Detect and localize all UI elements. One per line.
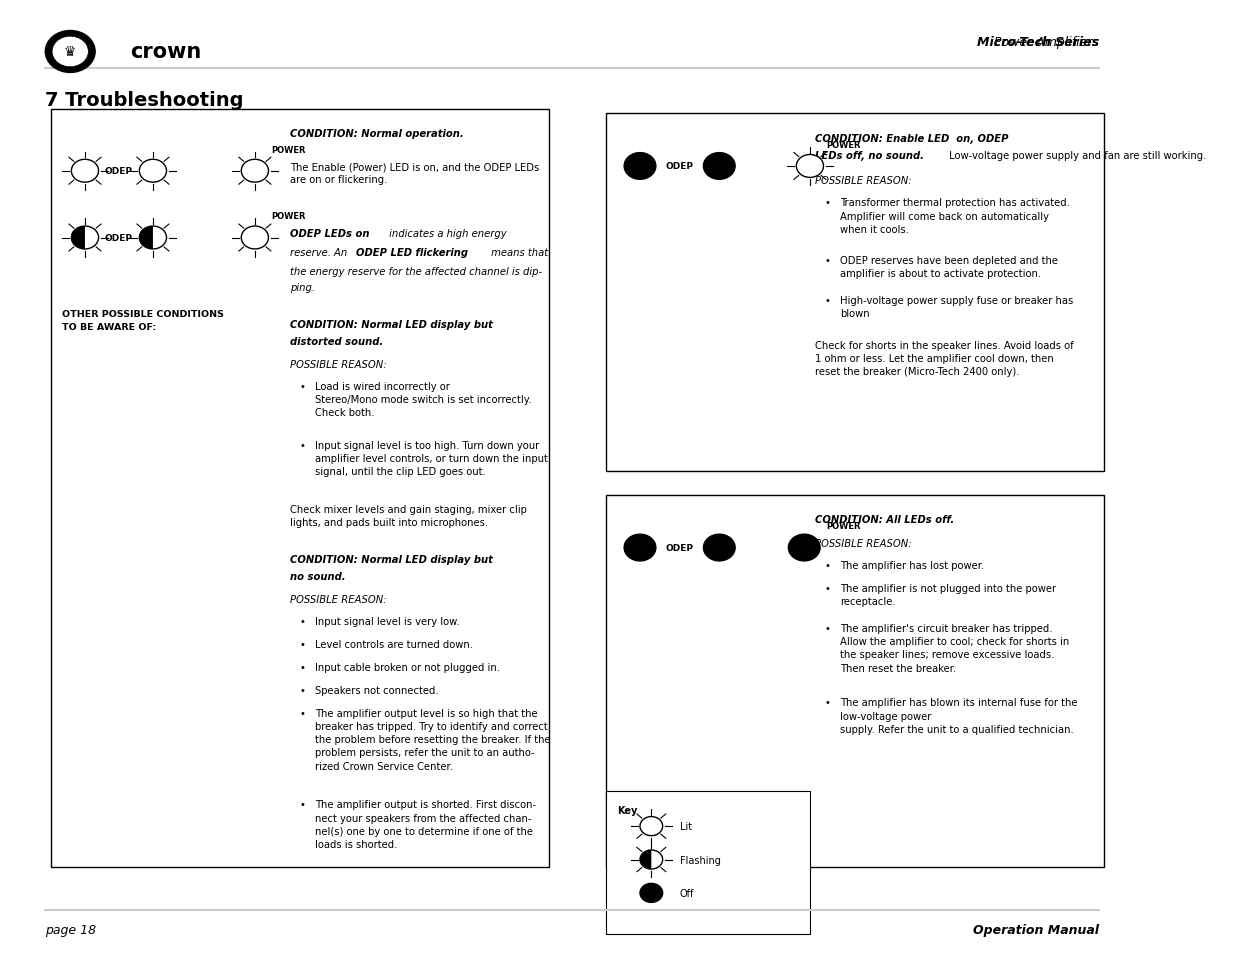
Text: •: •	[825, 198, 830, 208]
Text: The amplifier has blown its internal fuse for the
low-voltage power
supply. Refe: The amplifier has blown its internal fus…	[840, 698, 1078, 734]
Text: CONDITION: All LEDs off.: CONDITION: All LEDs off.	[815, 515, 955, 524]
Text: OTHER POSSIBLE CONDITIONS
TO BE AWARE OF:: OTHER POSSIBLE CONDITIONS TO BE AWARE OF…	[62, 310, 225, 332]
Text: means that: means that	[488, 248, 548, 257]
Text: Lit: Lit	[679, 821, 692, 831]
FancyBboxPatch shape	[606, 496, 1104, 867]
Text: The amplifier is not plugged into the power
receptacle.: The amplifier is not plugged into the po…	[840, 583, 1056, 606]
Text: Input signal level is very low.: Input signal level is very low.	[315, 617, 459, 626]
Circle shape	[72, 227, 99, 250]
Text: Operation Manual: Operation Manual	[973, 923, 1099, 936]
Text: Input signal level is too high. Turn down your
amplifier level controls, or turn: Input signal level is too high. Turn dow…	[315, 440, 548, 476]
Text: ODEP reserves have been depleted and the
amplifier is about to activate protecti: ODEP reserves have been depleted and the…	[840, 255, 1058, 278]
Text: Level controls are turned down.: Level controls are turned down.	[315, 639, 473, 649]
Text: Check mixer levels and gain staging, mixer clip
lights, and pads built into micr: Check mixer levels and gain staging, mix…	[290, 504, 527, 527]
Text: POWER: POWER	[272, 146, 306, 154]
Circle shape	[140, 160, 167, 183]
Text: •: •	[299, 639, 305, 649]
Text: CONDITION: Normal operation.: CONDITION: Normal operation.	[290, 129, 464, 138]
Text: ODEP: ODEP	[105, 167, 133, 176]
Text: The amplifier has lost power.: The amplifier has lost power.	[840, 560, 984, 570]
Text: •: •	[299, 617, 305, 626]
Circle shape	[624, 535, 656, 561]
Text: •: •	[825, 698, 830, 707]
Circle shape	[140, 227, 167, 250]
Text: Input cable broken or not plugged in.: Input cable broken or not plugged in.	[315, 662, 500, 672]
Text: Key: Key	[618, 805, 637, 815]
Text: The amplifier output is shorted. First discon-
nect your speakers from the affec: The amplifier output is shorted. First d…	[315, 800, 536, 849]
Text: POSSIBLE REASON:: POSSIBLE REASON:	[290, 359, 387, 369]
Text: •: •	[299, 800, 305, 809]
Circle shape	[241, 227, 268, 250]
Text: •: •	[825, 560, 830, 570]
Text: •: •	[299, 685, 305, 695]
Text: POWER: POWER	[272, 213, 306, 221]
Text: crown: crown	[130, 43, 201, 62]
Text: •: •	[825, 255, 830, 265]
Wedge shape	[140, 227, 153, 250]
Circle shape	[788, 535, 820, 561]
Text: POSSIBLE REASON:: POSSIBLE REASON:	[815, 538, 911, 548]
Text: Check for shorts in the speaker lines. Avoid loads of
1 ohm or less. Let the amp: Check for shorts in the speaker lines. A…	[815, 340, 1074, 376]
Circle shape	[704, 153, 735, 180]
Text: CONDITION: Normal LED display but: CONDITION: Normal LED display but	[290, 555, 493, 564]
Ellipse shape	[46, 31, 95, 73]
Text: Speakers not connected.: Speakers not connected.	[315, 685, 438, 695]
Text: Load is wired incorrectly or
Stereo/Mono mode switch is set incorrectly.
Check b: Load is wired incorrectly or Stereo/Mono…	[315, 381, 531, 417]
Circle shape	[624, 153, 656, 180]
Text: no sound.: no sound.	[290, 572, 346, 581]
Text: Low-voltage power supply and fan are still working.: Low-voltage power supply and fan are sti…	[946, 151, 1207, 160]
Text: The amplifier output level is so high that the
breaker has tripped. Try to ident: The amplifier output level is so high th…	[315, 708, 551, 771]
Text: Off: Off	[679, 888, 694, 898]
Circle shape	[640, 850, 663, 869]
Text: •: •	[299, 662, 305, 672]
Circle shape	[704, 535, 735, 561]
Text: ♛: ♛	[64, 46, 77, 59]
Text: The Enable (Power) LED is on, and the ODEP LEDs
are on or flickering.: The Enable (Power) LED is on, and the OD…	[290, 162, 540, 185]
Text: Power Amplifiers: Power Amplifiers	[910, 36, 1099, 50]
Text: ODEP: ODEP	[666, 162, 694, 172]
Text: CONDITION: Normal LED display but: CONDITION: Normal LED display but	[290, 319, 493, 329]
Text: ODEP LEDs on: ODEP LEDs on	[290, 229, 369, 238]
Text: LEDs off, no sound.: LEDs off, no sound.	[815, 151, 924, 160]
FancyBboxPatch shape	[51, 110, 550, 867]
Text: POWER: POWER	[826, 522, 861, 531]
Text: POSSIBLE REASON:: POSSIBLE REASON:	[290, 595, 387, 604]
Text: Micro-Tech Series: Micro-Tech Series	[977, 36, 1099, 50]
FancyBboxPatch shape	[606, 114, 1104, 472]
Wedge shape	[640, 850, 651, 869]
FancyBboxPatch shape	[606, 791, 810, 934]
Text: •: •	[825, 623, 830, 633]
Text: •: •	[299, 440, 305, 450]
Text: •: •	[299, 381, 305, 391]
Text: POSSIBLE REASON:: POSSIBLE REASON:	[815, 176, 911, 186]
Circle shape	[72, 160, 99, 183]
Text: CONDITION: Enable LED  on, ODEP: CONDITION: Enable LED on, ODEP	[815, 133, 1009, 143]
Circle shape	[797, 155, 824, 178]
Text: Flashing: Flashing	[679, 855, 720, 864]
Circle shape	[640, 883, 663, 902]
Text: •: •	[825, 295, 830, 305]
Text: indicates a high energy: indicates a high energy	[387, 229, 508, 238]
Text: the energy reserve for the affected channel is dip-: the energy reserve for the affected chan…	[290, 267, 542, 276]
Text: page 18: page 18	[46, 923, 96, 936]
Ellipse shape	[52, 37, 89, 68]
Text: •: •	[299, 708, 305, 718]
Wedge shape	[72, 227, 85, 250]
Circle shape	[640, 817, 663, 836]
Text: 7 Troubleshooting: 7 Troubleshooting	[46, 91, 243, 110]
Text: ping.: ping.	[290, 283, 315, 293]
Text: ODEP LED flickering: ODEP LED flickering	[356, 248, 468, 257]
Text: reserve. An: reserve. An	[290, 248, 351, 257]
Text: ODEP: ODEP	[666, 543, 694, 553]
Text: Transformer thermal protection has activated.
Amplifier will come back on automa: Transformer thermal protection has activ…	[840, 198, 1071, 234]
Text: High-voltage power supply fuse or breaker has
blown: High-voltage power supply fuse or breake…	[840, 295, 1073, 318]
Text: •: •	[825, 583, 830, 593]
Text: The amplifier's circuit breaker has tripped.
Allow the amplifier to cool; check : The amplifier's circuit breaker has trip…	[840, 623, 1070, 673]
Text: ODEP: ODEP	[105, 233, 133, 243]
Text: distorted sound.: distorted sound.	[290, 336, 383, 346]
Text: POWER: POWER	[826, 141, 861, 150]
Circle shape	[241, 160, 268, 183]
